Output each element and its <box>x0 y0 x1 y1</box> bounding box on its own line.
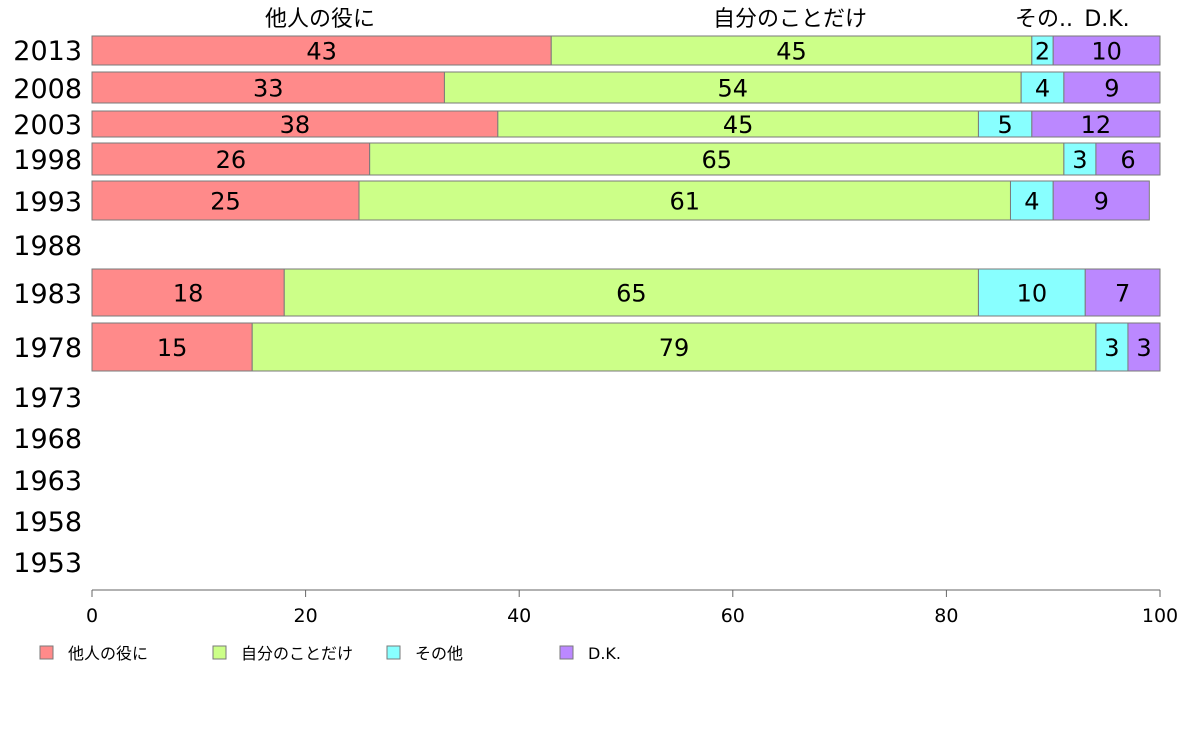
bar-1983-series-3 <box>1084 268 1161 317</box>
data-label-2008-series-3: 9 <box>1104 75 1119 103</box>
y-label-2003: 2003 <box>13 110 82 141</box>
legend-swatch-1 <box>212 645 227 660</box>
bar-1978-series-0 <box>91 322 253 372</box>
data-label-1998-series-3: 6 <box>1120 146 1135 174</box>
bar-2003-series-0 <box>91 110 499 138</box>
data-label-1983-series-1: 65 <box>616 280 647 308</box>
x-tick-label-20: 20 <box>294 605 318 627</box>
data-label-1998-series-0: 26 <box>216 146 247 174</box>
legend-label-1: 自分のことだけ <box>241 644 353 663</box>
y-label-1963: 1963 <box>13 466 82 497</box>
y-label-1978: 1978 <box>13 333 82 364</box>
y-label-1958: 1958 <box>13 507 82 538</box>
data-label-1983-series-3: 7 <box>1115 280 1130 308</box>
data-label-1978-series-1: 79 <box>659 334 690 362</box>
y-label-1993: 1993 <box>13 187 82 218</box>
bar-1983-series-2 <box>977 268 1086 317</box>
data-label-2008-series-0: 33 <box>253 75 284 103</box>
x-axis: 0 20 40 60 80 100 <box>86 589 1178 627</box>
bar-1993-series-1 <box>358 180 1011 221</box>
bar-2008-series-2 <box>1020 71 1065 104</box>
x-tick-label-40: 40 <box>507 605 531 627</box>
bar-1993-series-2 <box>1009 180 1054 221</box>
data-label-2013-series-0: 43 <box>306 38 337 66</box>
data-label-2008-series-2: 4 <box>1035 75 1050 103</box>
bar-2008-series-1 <box>443 71 1022 104</box>
bar-1993-series-0 <box>91 180 360 221</box>
data-label-2013-series-3: 10 <box>1091 38 1122 66</box>
x-tick-label-80: 80 <box>934 605 958 627</box>
bar-2003-series-1 <box>497 110 979 138</box>
data-label-2003-series-2: 5 <box>997 111 1012 139</box>
bar-1998-series-0 <box>91 142 371 176</box>
bar-2013-series-1 <box>550 35 1033 66</box>
data-label-2003-series-0: 38 <box>280 111 311 139</box>
legend-label-2: その他 <box>415 644 463 663</box>
data-label-2013-series-2: 2 <box>1035 38 1050 66</box>
bar-1993-series-3 <box>1052 180 1150 221</box>
series-headers: 他人の役に 自分のことだけ その.. D.K. <box>265 7 1130 32</box>
bar-1983-series-1 <box>283 268 979 317</box>
legend-swatch-3 <box>559 645 574 660</box>
data-label-1978-series-3: 3 <box>1136 334 1151 362</box>
bar-1978-series-3 <box>1127 322 1161 372</box>
y-axis-labels: 2013 2008 2003 1998 1993 1988 1983 1978 1973 1968… <box>13 36 82 579</box>
data-label-1993-series-1: 61 <box>669 188 700 216</box>
bar-2008-series-3 <box>1063 71 1161 104</box>
bar-1983-series-0 <box>91 268 285 317</box>
y-label-1973: 1973 <box>13 383 82 414</box>
bar-1978-series-2 <box>1095 322 1129 372</box>
data-label-1993-series-0: 25 <box>210 188 241 216</box>
data-label-1978-series-2: 3 <box>1104 334 1119 362</box>
bar-1998-series-2 <box>1063 142 1097 176</box>
bar-1978-series-1 <box>251 322 1097 372</box>
series-header-0: 他人の役に <box>265 7 375 32</box>
data-label-2003-series-1: 45 <box>723 111 754 139</box>
data-label-1978-series-0: 15 <box>157 334 188 362</box>
bar-2003-series-3 <box>1031 110 1161 138</box>
bar-1998-series-3 <box>1095 142 1161 176</box>
legend-swatch-2 <box>386 645 401 660</box>
y-label-2008: 2008 <box>13 74 82 105</box>
series-header-1: 自分のことだけ <box>713 7 867 32</box>
y-label-1988: 1988 <box>13 231 82 262</box>
data-label-2003-series-3: 12 <box>1081 111 1112 139</box>
legend-label-0: 他人の役に <box>68 644 148 663</box>
bar-1998-series-1 <box>369 142 1065 176</box>
bar-2008-series-0 <box>91 71 445 104</box>
bar-2013-series-0 <box>91 35 552 66</box>
series-header-2: その.. <box>1015 7 1073 32</box>
bar-2013-series-3 <box>1052 35 1161 66</box>
legend: 他人の役に 自分のことだけ その他 D.K. <box>39 644 621 663</box>
x-tick-label-60: 60 <box>721 605 745 627</box>
data-label-1993-series-2: 4 <box>1024 188 1039 216</box>
y-label-1983: 1983 <box>13 279 82 310</box>
y-label-1968: 1968 <box>13 424 82 455</box>
data-label-1998-series-1: 65 <box>702 146 733 174</box>
legend-swatch-0 <box>39 645 54 660</box>
y-label-1998: 1998 <box>13 145 82 176</box>
data-label-2013-series-1: 45 <box>776 38 807 66</box>
data-label-1983-series-2: 10 <box>1017 280 1048 308</box>
data-label-2008-series-1: 54 <box>718 75 749 103</box>
data-label-1998-series-2: 3 <box>1072 146 1087 174</box>
x-tick-label-100: 100 <box>1142 605 1178 627</box>
x-tick-label-0: 0 <box>86 605 98 627</box>
data-label-1993-series-3: 9 <box>1094 188 1109 216</box>
y-label-2013: 2013 <box>13 36 82 67</box>
y-label-1953: 1953 <box>13 548 82 579</box>
data-label-1983-series-0: 18 <box>173 280 204 308</box>
series-header-3: D.K. <box>1084 7 1129 32</box>
bar-2003-series-2 <box>977 110 1033 138</box>
legend-label-3: D.K. <box>588 644 621 663</box>
